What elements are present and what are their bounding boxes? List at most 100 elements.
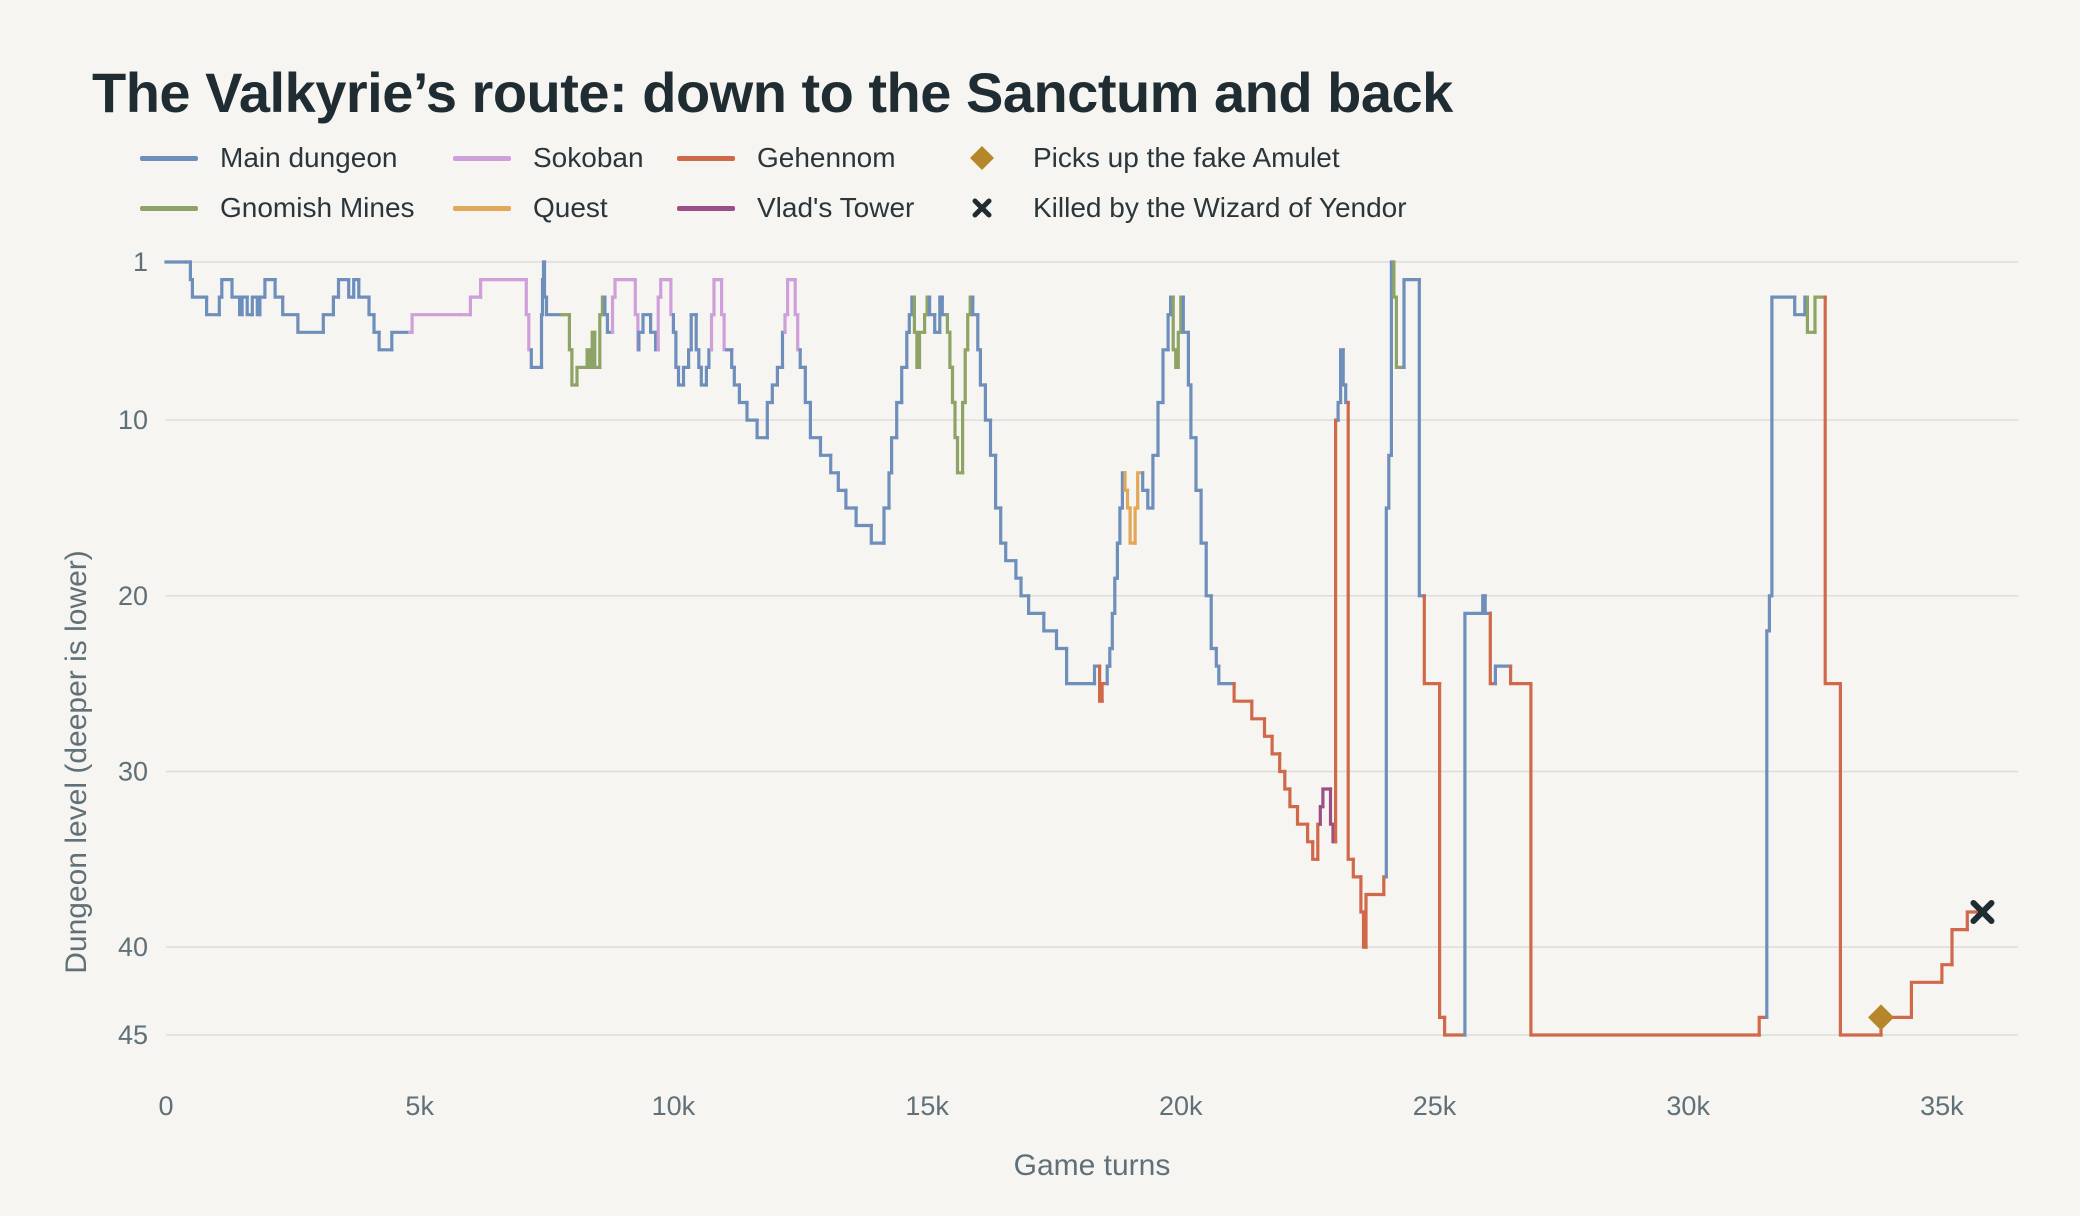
route-segment [1136, 471, 1145, 510]
route-segment [674, 330, 681, 369]
route-segment [1346, 400, 1355, 861]
route-segment [1166, 313, 1173, 352]
legend: Main dungeon Sokoban Gehennom Picks up t… [140, 138, 1540, 238]
route-segment [1318, 805, 1325, 826]
route-segment [1092, 664, 1102, 686]
route-segment [1133, 506, 1140, 545]
route-segment [722, 313, 729, 352]
y-tick-label: 45 [118, 1020, 148, 1050]
route-segment [955, 436, 965, 475]
route-segment [803, 365, 812, 405]
route-segment [524, 278, 531, 317]
route-segment [649, 313, 658, 334]
route-segment [1311, 840, 1320, 861]
route-segment [1214, 646, 1221, 668]
route-segment [780, 330, 787, 369]
series-lines [164, 260, 1985, 1037]
x-tick-label: 35k [1920, 1091, 1964, 1121]
x-axis-title: Game turns [1014, 1149, 1171, 1182]
route-segment [1288, 787, 1300, 809]
route-segment [1909, 980, 1944, 1019]
route-segment [671, 313, 678, 334]
route-segment [699, 365, 708, 387]
route-segment [347, 278, 356, 299]
legend-swatch-gehennom [677, 155, 735, 161]
legend-label: Killed by the Wizard of Yendor [1033, 192, 1407, 223]
legend-label: Main dungeon [220, 142, 398, 173]
route-segment [737, 383, 749, 405]
route-segment [593, 330, 602, 369]
route-segment [712, 278, 721, 317]
y-tick-label: 30 [118, 756, 148, 786]
route-segment [697, 348, 703, 369]
route-segment [570, 348, 579, 387]
route-segment [1110, 611, 1117, 651]
route-segment [1204, 541, 1213, 598]
route-segment [1364, 892, 1386, 949]
route-segment [331, 295, 341, 317]
route-segment [1422, 594, 1442, 686]
route-segment [905, 330, 911, 369]
route-segment [917, 330, 927, 369]
route-segment [1176, 330, 1183, 369]
route-segment [321, 313, 335, 334]
route-segment [1262, 717, 1274, 738]
route-segment [869, 523, 886, 545]
route-segment [190, 278, 209, 299]
route-segment [1384, 506, 1391, 879]
route-segment [542, 260, 549, 299]
route-segment [357, 278, 371, 299]
route-segment [1146, 488, 1155, 510]
route-segment [1054, 629, 1069, 651]
route-segment [765, 400, 774, 440]
route-segment [1438, 682, 1447, 1019]
route-segment [1394, 295, 1406, 369]
route-segment [641, 313, 653, 334]
route-segment [798, 348, 807, 369]
route-segment [613, 278, 635, 299]
route-segment [808, 400, 823, 440]
route-segment [1189, 383, 1198, 440]
route-segment [786, 278, 795, 317]
y-tick-label: 1 [133, 247, 148, 277]
legend-swatch-main-dungeon [140, 155, 198, 161]
route-segment [1316, 822, 1322, 861]
route-segment [704, 365, 711, 387]
route-segment [829, 453, 840, 475]
route-segment [1123, 471, 1130, 492]
route-segment [1027, 594, 1046, 615]
x-tick-label: 10k [652, 1091, 696, 1121]
legend-label: Vlad's Tower [757, 192, 915, 223]
route-segment [1488, 611, 1497, 686]
route-segment [770, 383, 779, 405]
route-segment [983, 383, 993, 422]
legend-swatch-gnomish-mines [140, 205, 198, 211]
route-segment [544, 295, 564, 317]
route-segment [681, 365, 691, 387]
cross-icon [953, 188, 1011, 228]
route-segment [539, 313, 545, 369]
amulet-marker [1868, 1004, 1895, 1031]
y-axis-title: Dungeon level (deeper is lower) [60, 550, 93, 974]
route-segment [1965, 910, 1985, 932]
grid-lines [166, 261, 2018, 1036]
route-segment [390, 330, 412, 352]
death-marker [1970, 900, 1995, 925]
route-segment [1805, 295, 1817, 334]
route-segment [258, 295, 267, 317]
route-segment [1359, 875, 1366, 914]
route-segment [994, 453, 1003, 510]
route-segment [281, 295, 300, 317]
route-segment [220, 278, 234, 299]
route-segment [676, 365, 686, 387]
y-tick-label: 20 [118, 581, 148, 611]
route-segment [610, 295, 617, 334]
route-segment [1283, 769, 1292, 791]
x-tick-label: 0 [158, 1091, 173, 1121]
route-segment [527, 313, 533, 352]
route-segment [1328, 787, 1335, 826]
route-segment [745, 400, 759, 422]
route-segment [988, 418, 998, 457]
route-segment [598, 313, 604, 369]
legend-swatch-vlads-tower [677, 205, 735, 211]
